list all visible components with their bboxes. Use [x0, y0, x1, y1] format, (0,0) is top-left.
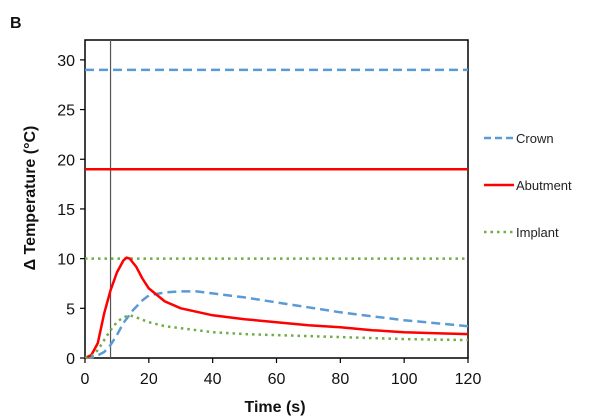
- x-tick-label: 100: [391, 371, 418, 388]
- y-tick-label: 10: [57, 252, 75, 269]
- series-line-crown: [84, 290, 469, 360]
- x-axis-title: Time (s): [244, 399, 305, 416]
- panel-label: B: [10, 15, 22, 32]
- plot-area: [84, 39, 469, 359]
- legend: Crown Abutment Implant: [484, 131, 572, 240]
- plot-frame: [84, 39, 469, 359]
- x-tick-label: 40: [204, 371, 222, 388]
- series-lines: [84, 256, 469, 360]
- legend-label-crown: Crown: [516, 131, 554, 146]
- y-tick-label: 30: [57, 53, 75, 70]
- axes: 0 5 10 15 20 25 30 0 20 40 60 80 100 120: [57, 53, 481, 388]
- legend-label-implant: Implant: [516, 225, 559, 240]
- y-axis-title: Δ Temperature (°C): [22, 126, 39, 271]
- x-tick-label: 60: [268, 371, 286, 388]
- threshold-lines: [85, 40, 468, 358]
- x-tick-label: 0: [81, 371, 90, 388]
- legend-label-abutment: Abutment: [516, 178, 572, 193]
- y-tick-label: 5: [66, 301, 75, 318]
- series-line-abutment: [84, 256, 469, 360]
- x-tick-label: 80: [331, 371, 349, 388]
- y-tick-label: 20: [57, 152, 75, 169]
- y-tick-label: 0: [66, 351, 75, 368]
- x-tick-label: 120: [455, 371, 482, 388]
- y-tick-label: 15: [57, 202, 75, 219]
- y-tick-label: 25: [57, 103, 75, 120]
- x-tick-label: 20: [140, 371, 158, 388]
